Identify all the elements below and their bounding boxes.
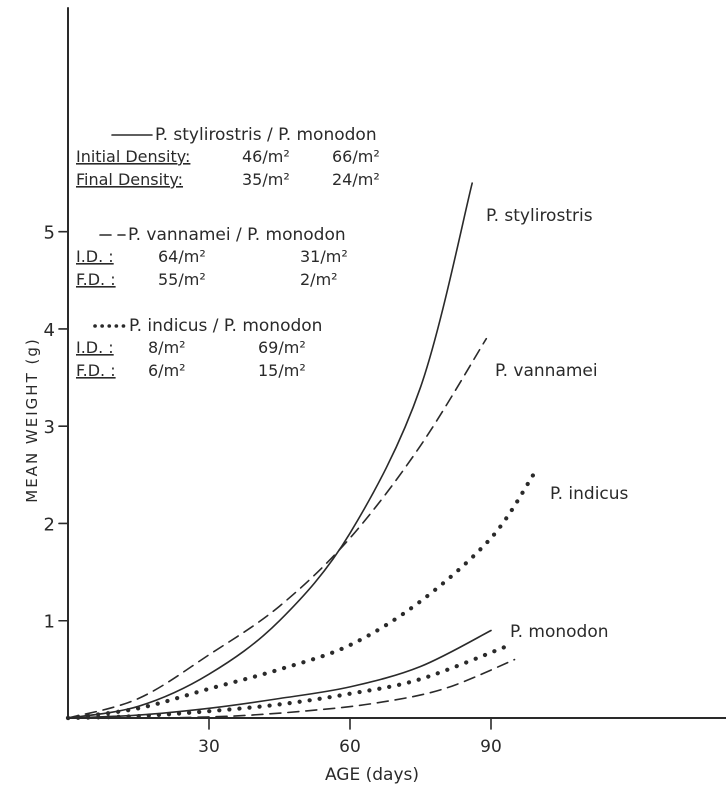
legend-density-a: 46/m² bbox=[242, 147, 290, 166]
legend-row-label: I.D. : bbox=[76, 247, 114, 266]
series-line bbox=[67, 337, 488, 719]
legend-density-a: 64/m² bbox=[158, 247, 206, 266]
series-label: P. vannamei bbox=[495, 361, 598, 381]
legend-density-b: 31/m² bbox=[300, 247, 348, 266]
x-tick-label: 60 bbox=[339, 737, 361, 757]
y-axis-label: MEAN WEIGHT (g) bbox=[23, 337, 41, 502]
series-line bbox=[65, 643, 512, 721]
legend-density-a: 35/m² bbox=[242, 170, 290, 189]
legend-density-b: 2/m² bbox=[300, 270, 338, 289]
legend-density-b: 15/m² bbox=[258, 361, 306, 380]
legend-title: P. indicus / P. monodon bbox=[129, 316, 322, 336]
legend-row-label: Initial Density: bbox=[76, 147, 190, 166]
legend-row-label: F.D. : bbox=[76, 361, 116, 380]
legend-density-b: 24/m² bbox=[332, 170, 380, 189]
series-label: P. indicus bbox=[550, 484, 629, 504]
legend-row-label: F.D. : bbox=[76, 270, 116, 289]
legend-title: P. stylirostris / P. monodon bbox=[155, 125, 377, 145]
y-ticks: 1 2 3 4 5 bbox=[44, 223, 69, 633]
y-tick-label: 1 bbox=[44, 612, 55, 633]
legend-density-a: 55/m² bbox=[158, 270, 206, 289]
y-tick-label: 5 bbox=[44, 223, 55, 244]
x-axis-label: AGE (days) bbox=[325, 765, 419, 785]
series-line bbox=[161, 658, 516, 719]
x-tick-label: 30 bbox=[198, 737, 220, 757]
y-tick-label: 3 bbox=[44, 417, 55, 438]
legend-density-a: 8/m² bbox=[148, 338, 186, 357]
legend-row-label: Final Density: bbox=[76, 170, 183, 189]
series-labels: P. stylirostris P. vannamei P. indicus P. m… bbox=[486, 206, 629, 642]
x-ticks: 30 60 90 bbox=[198, 717, 502, 757]
legend-density-b: 66/m² bbox=[332, 147, 380, 166]
series-line bbox=[67, 182, 473, 719]
series-label: P. monodon bbox=[510, 622, 609, 642]
y-tick-label: 4 bbox=[44, 320, 55, 341]
legend-title: P. vannamei / P. monodon bbox=[128, 225, 346, 245]
legend: P. stylirostris / P. monodon Initial Dens… bbox=[76, 125, 380, 380]
legend-density-b: 69/m² bbox=[258, 338, 306, 357]
series-layer bbox=[65, 182, 536, 721]
x-tick-label: 90 bbox=[480, 737, 502, 757]
series-label: P. stylirostris bbox=[486, 206, 593, 226]
y-tick-label: 2 bbox=[44, 514, 55, 535]
legend-density-a: 6/m² bbox=[148, 361, 186, 380]
series-line bbox=[65, 472, 536, 721]
legend-row-label: I.D. : bbox=[76, 338, 114, 357]
